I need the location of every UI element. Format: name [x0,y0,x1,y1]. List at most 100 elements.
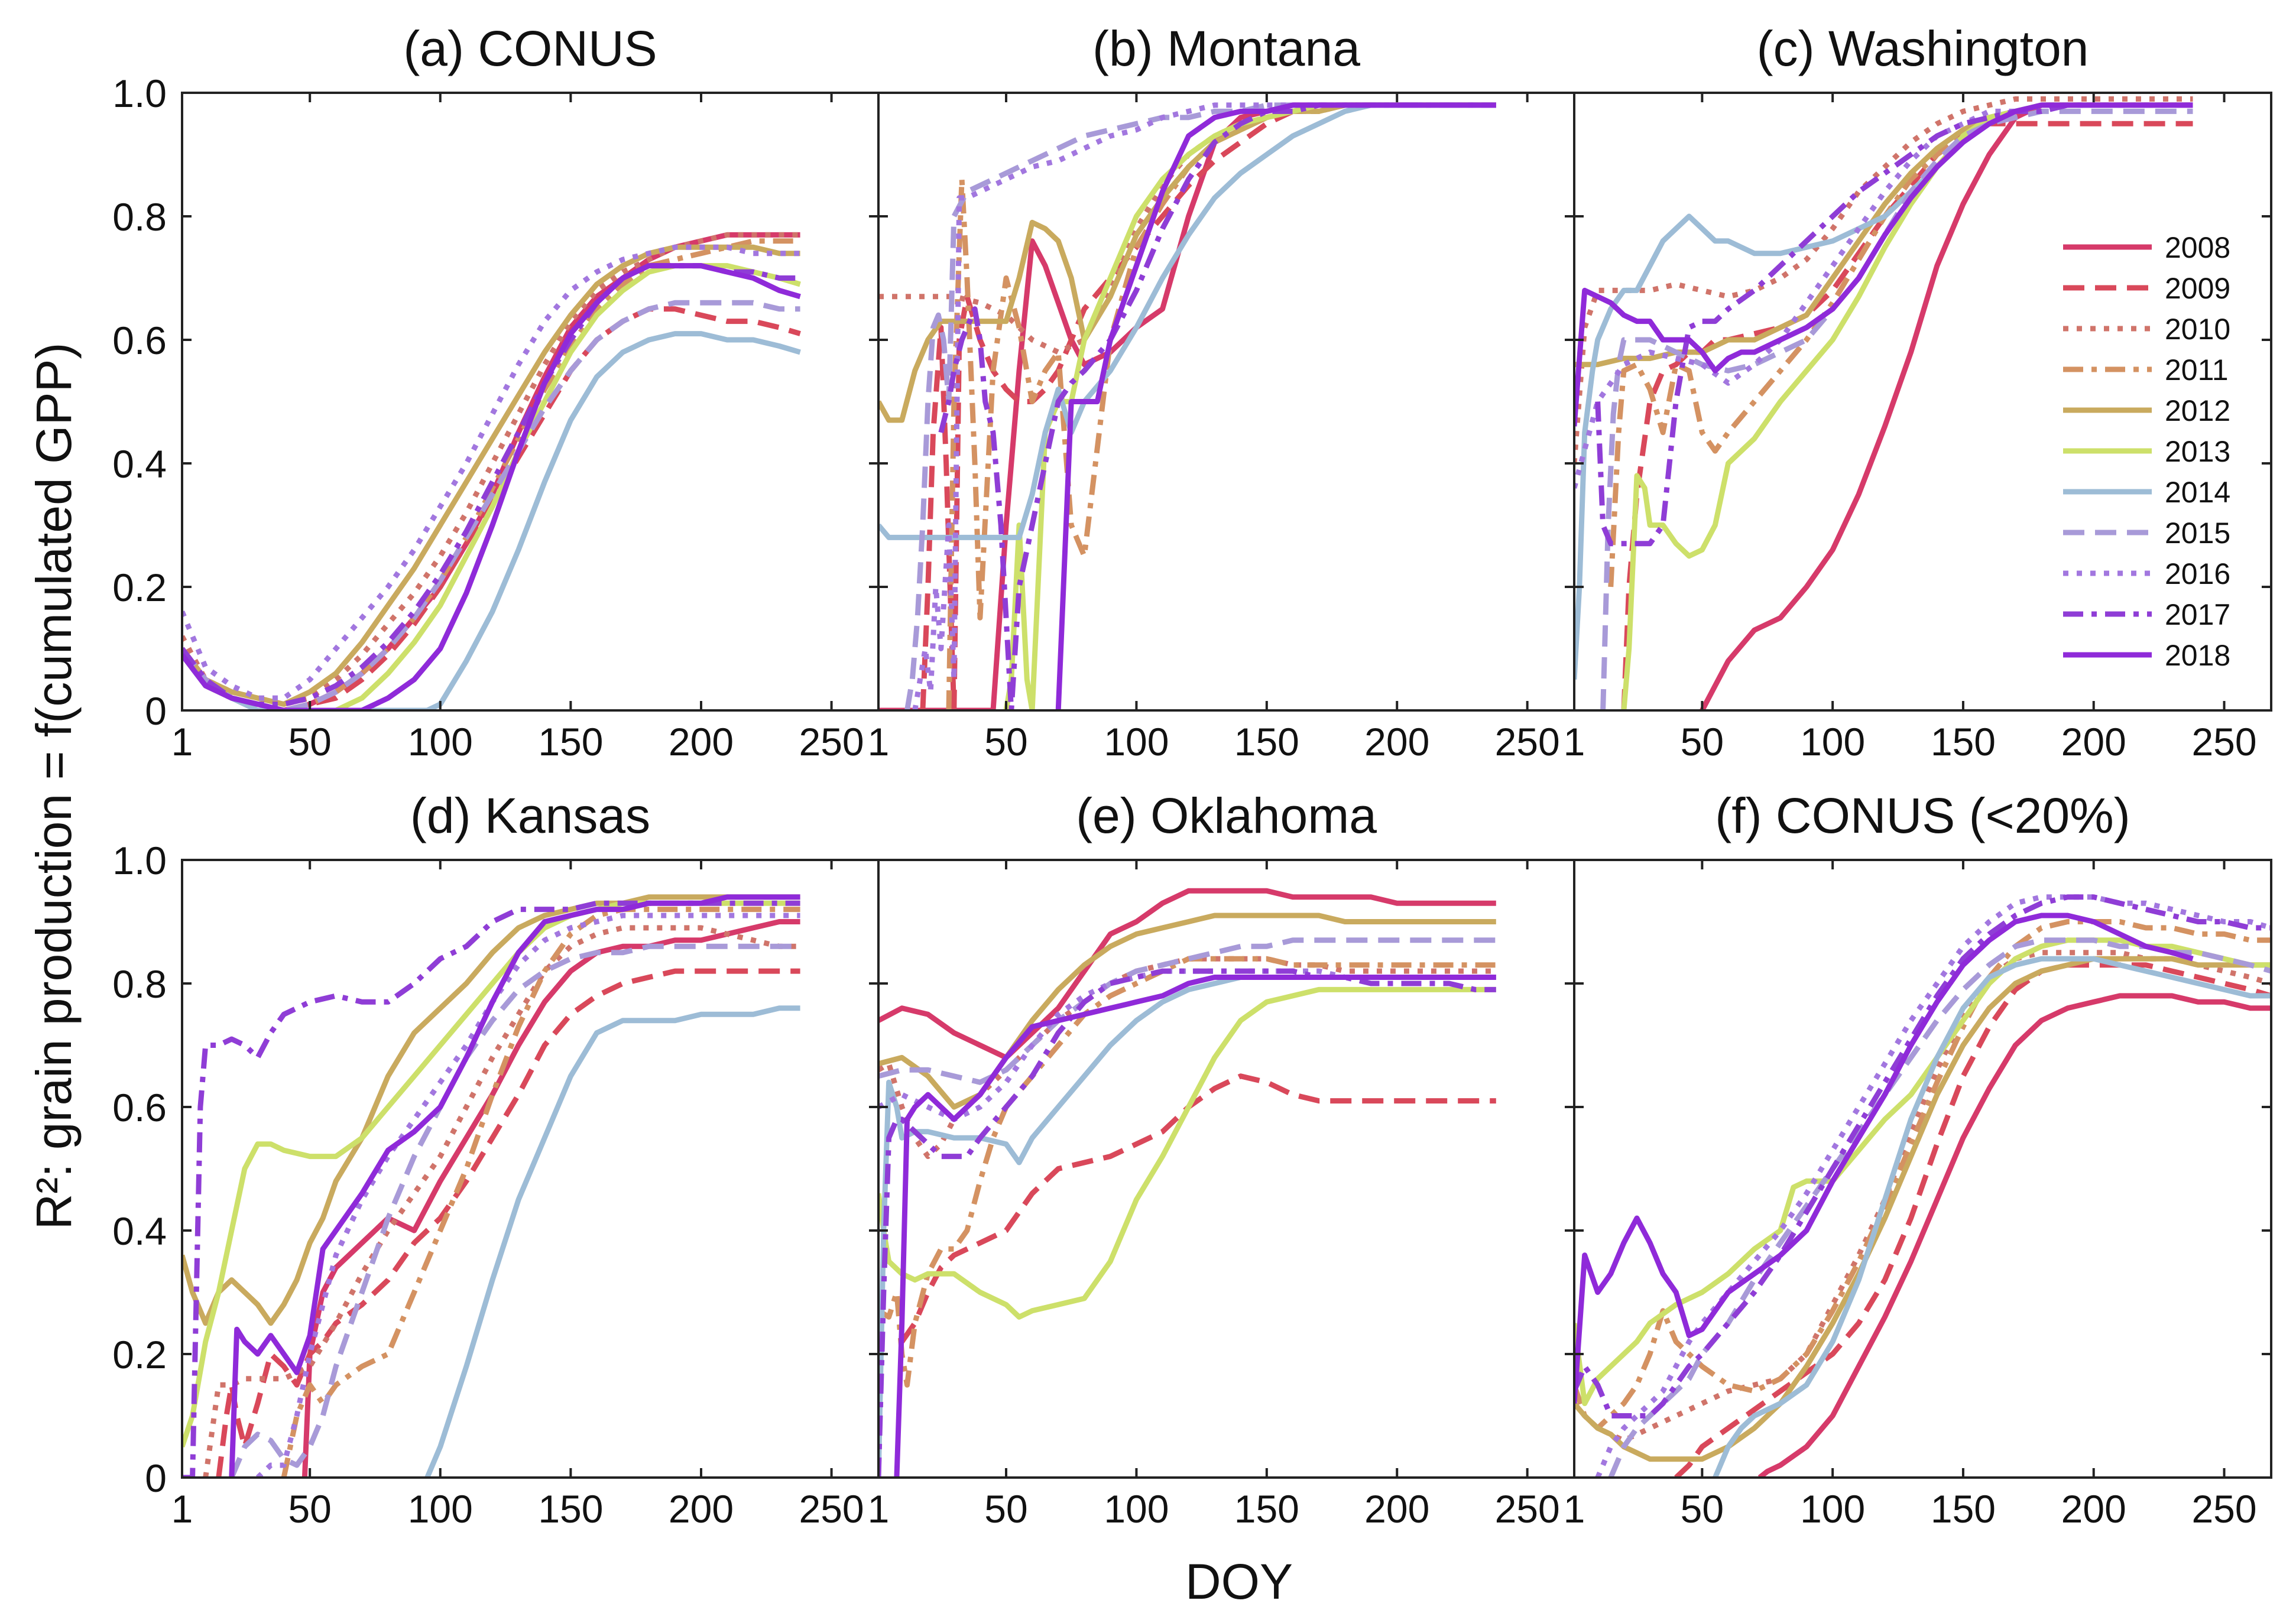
series-line-f-conus-20-2018 [1574,913,2194,1404]
series-line-a-conus-2010 [182,232,800,707]
x-tick-label: 250 [1495,1487,1560,1531]
legend-label-2008: 2008 [2165,231,2230,264]
y-tick-label: 0.2 [112,1333,167,1376]
x-tick-label: 50 [1681,720,1724,764]
x-tick-label: 100 [1104,720,1169,764]
legend-label-2018: 2018 [2165,639,2230,672]
series-line-a-conus-2016 [182,244,800,701]
x-tick-label: 50 [288,1487,331,1531]
x-tick-label: 250 [799,1487,864,1531]
series-line-b-montana-2015 [904,102,1496,710]
series-group [878,102,1496,710]
series-line-e-oklahoma-2009 [900,1073,1496,1343]
x-tick-label: 150 [1931,720,1996,764]
series-group [182,894,800,1478]
x-tick-label: 1 [1564,720,1585,764]
legend-label-2017: 2017 [2165,598,2230,631]
series-line-e-oklahoma-2015 [878,937,1496,1085]
series-line-d-kansas-2012 [182,894,800,1326]
panel-e-oklahoma: 1 50 100 150 200 250(e) Oklahoma [868,788,1575,1531]
legend-label-2013: 2013 [2165,435,2230,468]
series-line-b-montana-2009 [920,102,1496,710]
x-tick-label: 50 [1681,1487,1724,1531]
legend-label-2009: 2009 [2165,272,2230,305]
y-tick-label: 0.8 [112,195,167,239]
panel-c-washington: 1 50 100 150 200 250(c) Washington [1564,21,2272,764]
series-line-a-conus-2018 [182,263,801,710]
series-group [1574,894,2271,1478]
x-tick-label: 1 [1564,1487,1585,1531]
y-tick-label: 0.4 [112,442,167,486]
y-tick-label: 0.8 [112,962,167,1006]
series-group [878,888,1496,1478]
series-line-e-oklahoma-2016 [878,968,1496,1122]
x-tick-label: 1 [868,1487,890,1531]
series-line-e-oklahoma-2017 [878,968,1496,1478]
x-tick-label: 250 [1495,720,1560,764]
panel-b-montana: 1 50 100 150 200 250(b) Montana [868,21,1575,764]
legend-label-2015: 2015 [2165,517,2230,550]
legend: 2008 2009 2010 2011 2012 2013 2014 2015 2016 2017… [2063,231,2230,672]
panel-title: (e) Oklahoma [1076,788,1377,843]
series-line-f-conus-20-2009 [1674,962,2271,1478]
y-tick-label: 1.0 [112,72,167,115]
panel-title: (a) CONUS [403,21,657,76]
y-tick-label: 0.4 [112,1209,167,1253]
panel-frame [1573,92,2272,712]
x-tick-label: 150 [538,1487,603,1531]
x-tick-label: 200 [669,1487,734,1531]
series-line-e-oklahoma-2018 [894,975,1496,1478]
x-tick-label: 150 [1234,720,1299,764]
x-tick-label: 100 [408,720,473,764]
x-tick-label: 200 [2061,720,2126,764]
x-tick-label: 100 [1104,1487,1169,1531]
series-line-d-kansas-2014 [424,1005,800,1478]
x-tick-label: 200 [669,720,734,764]
y-axis-label: R²: grain production = f(cumulated GPP) [26,342,82,1229]
panel-title: (d) Kansas [410,788,650,843]
panel-title: (b) Montana [1092,21,1360,76]
series-line-a-conus-2014 [182,331,801,710]
legend-label-2012: 2012 [2165,394,2230,427]
legend-label-2014: 2014 [2165,476,2230,509]
x-tick-label: 200 [1364,720,1429,764]
x-tick-label: 250 [2191,720,2256,764]
series-line-d-kansas-2009 [216,968,800,1478]
panel-f-conus-20: 1 50 100 150 200 250(f) CONUS (<20%) [1564,788,2272,1531]
x-tick-label: 100 [1800,1487,1865,1531]
series-line-b-montana-2016 [912,102,1496,710]
series-line-b-montana-2018 [1055,102,1496,710]
x-tick-label: 200 [1364,1487,1429,1531]
y-tick-label: 1.0 [112,839,167,882]
series-group [1574,96,2193,710]
y-tick-label: 0 [145,689,167,733]
series-line-e-oklahoma-2011 [878,956,1496,1388]
series-line-f-conus-20-2017 [1574,894,2271,1418]
panel-title: (f) CONUS (<20%) [1715,788,2130,843]
x-tick-label: 1 [171,720,193,764]
series-line-f-conus-20-2011 [1574,919,2271,1431]
series-line-e-oklahoma-2013 [878,986,1496,1320]
x-tick-label: 1 [868,720,890,764]
series-line-f-conus-20-2008 [1757,993,2271,1478]
x-tick-label: 50 [984,1487,1027,1531]
x-tick-label: 100 [1800,720,1865,764]
series-line-f-conus-20-2014 [1713,956,2271,1478]
x-tick-label: 150 [1234,1487,1299,1531]
legend-label-2011: 2011 [2165,353,2229,387]
y-tick-label: 0.6 [112,1086,167,1129]
x-tick-label: 150 [1931,1487,1996,1531]
x-tick-label: 150 [538,720,603,764]
y-tick-label: 0.6 [112,319,167,362]
x-tick-label: 50 [984,720,1027,764]
series-line-f-conus-20-2016 [1595,894,2271,1478]
series-line-d-kansas-2018 [229,894,800,1478]
series-line-d-kansas-2010 [203,925,800,1478]
series-group [182,232,801,710]
y-tick-label: 0 [145,1456,167,1500]
